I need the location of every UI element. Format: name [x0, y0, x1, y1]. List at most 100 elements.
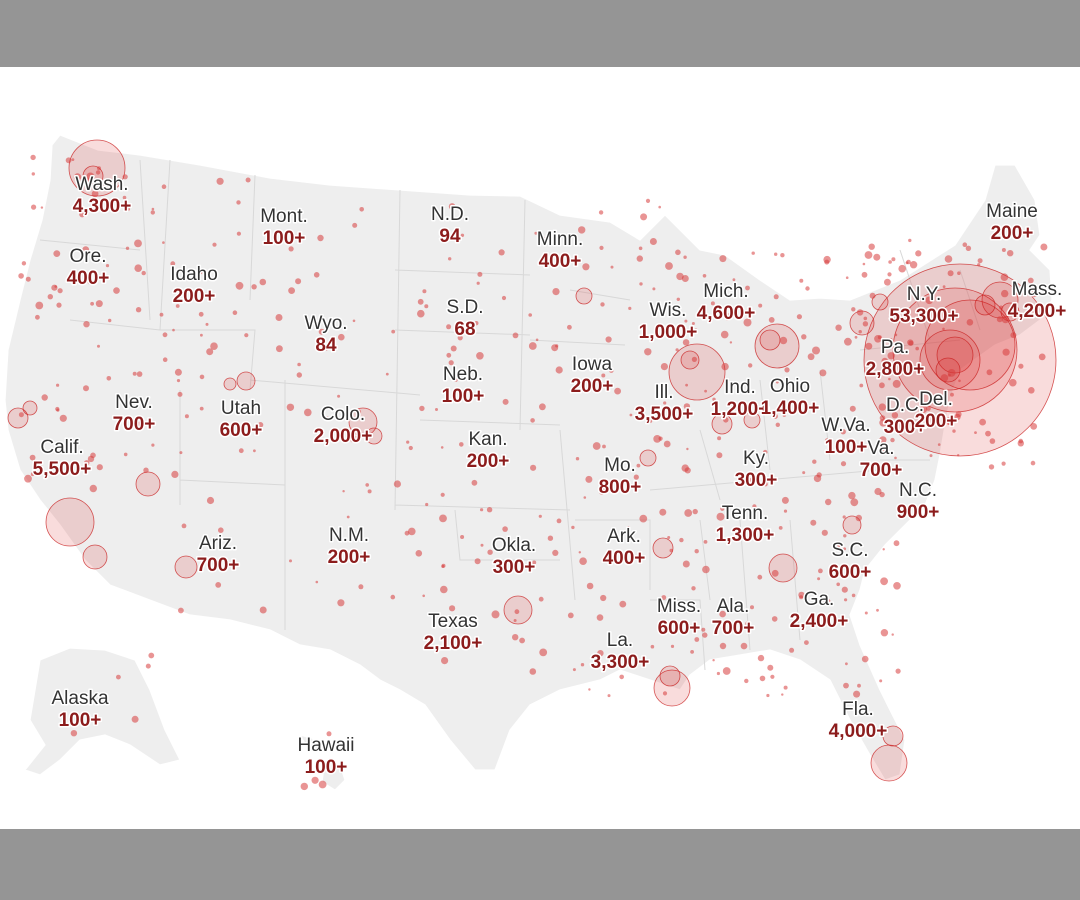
- state-name: Ariz.: [199, 533, 237, 554]
- county-dot: [210, 342, 218, 351]
- state-name: W.Va.: [821, 415, 870, 436]
- county-dot: [712, 397, 716, 401]
- county-dot: [723, 417, 729, 423]
- county-dot: [887, 272, 892, 277]
- county-dot: [768, 317, 775, 323]
- state-label-ill: Ill.3,500+: [633, 381, 695, 427]
- case-bubble: [680, 350, 700, 370]
- county-dot: [532, 560, 537, 565]
- county-dot: [979, 418, 986, 426]
- county-dot: [670, 644, 675, 649]
- county-dot: [667, 536, 671, 539]
- county-dot: [868, 243, 875, 250]
- county-dot: [31, 172, 35, 176]
- county-dot: [648, 419, 653, 423]
- county-dot: [665, 262, 673, 270]
- county-dot: [571, 525, 575, 530]
- county-dot: [415, 550, 423, 557]
- county-dot: [206, 496, 215, 505]
- county-dot: [884, 278, 891, 286]
- county-dot: [844, 337, 852, 346]
- state-label-mich: Mich.4,600+: [695, 280, 757, 326]
- state-label-ariz: Ariz.700+: [195, 532, 241, 578]
- county-dot: [54, 285, 57, 288]
- county-dot: [907, 339, 914, 346]
- county-dot: [720, 330, 729, 339]
- county-dot: [73, 173, 82, 181]
- case-count: 4,300+: [73, 196, 132, 217]
- state-name: Ky.: [743, 448, 769, 469]
- case-count: 300+: [884, 417, 927, 438]
- state-name: S.D.: [447, 297, 484, 318]
- county-dot: [844, 598, 848, 602]
- county-dot: [539, 403, 546, 411]
- county-dot: [600, 594, 607, 602]
- county-dot: [958, 379, 961, 383]
- county-dot: [136, 371, 143, 377]
- case-bubble: [174, 555, 198, 579]
- county-dot: [47, 294, 53, 300]
- county-dot: [337, 599, 345, 607]
- case-count: 200+: [467, 451, 510, 472]
- county-dot: [799, 595, 804, 600]
- county-dot: [639, 514, 648, 523]
- county-dot: [810, 519, 817, 526]
- county-dot: [528, 342, 537, 350]
- state-name: Maine: [986, 201, 1038, 222]
- county-dot: [840, 429, 846, 435]
- county-dot: [888, 338, 893, 342]
- county-dot: [937, 443, 941, 446]
- county-dot: [1002, 348, 1010, 356]
- county-dot: [82, 246, 90, 254]
- county-dot: [476, 281, 480, 285]
- state-label-w-va: W.Va.100+: [820, 414, 872, 460]
- state-name: Ala.: [717, 596, 750, 617]
- county-dot: [607, 694, 611, 698]
- county-dot: [556, 518, 562, 524]
- county-dot: [342, 490, 345, 493]
- state-label-kan: Kan.200+: [465, 428, 511, 474]
- case-bubble: [236, 371, 256, 391]
- county-dot: [425, 502, 429, 507]
- state-label-va: Va.700+: [858, 437, 904, 483]
- county-dot: [391, 329, 396, 334]
- county-dot: [684, 319, 688, 323]
- county-dot: [406, 440, 410, 444]
- county-dot: [986, 369, 993, 376]
- county-dot: [661, 595, 667, 600]
- county-dot: [675, 249, 681, 256]
- county-dot: [579, 557, 587, 565]
- state-name: Nev.: [115, 392, 153, 413]
- county-dot: [480, 508, 484, 512]
- county-dot: [855, 514, 862, 522]
- county-dot: [439, 514, 447, 523]
- county-dot: [863, 316, 868, 321]
- county-dot: [898, 264, 906, 273]
- county-dot: [957, 271, 961, 276]
- county-dot: [660, 363, 669, 371]
- county-dot: [682, 560, 690, 568]
- case-bubble: [82, 544, 108, 570]
- county-dot: [83, 385, 89, 392]
- state-name: Tenn.: [722, 503, 768, 524]
- county-dot: [710, 301, 715, 306]
- county-dot: [915, 346, 919, 351]
- county-dot: [861, 655, 869, 663]
- county-dot: [691, 586, 696, 591]
- county-dot: [535, 338, 539, 342]
- county-dot: [825, 498, 832, 506]
- county-dot: [719, 610, 726, 618]
- county-dot: [782, 413, 787, 417]
- case-count: 400+: [67, 268, 110, 289]
- state-label-nev: Nev.700+: [111, 391, 157, 437]
- county-dot: [53, 250, 61, 257]
- county-dot: [528, 313, 532, 317]
- county-dot: [716, 671, 721, 676]
- county-dot: [609, 368, 614, 373]
- alaska-land: [23, 647, 181, 776]
- county-dot: [1031, 306, 1039, 314]
- county-dot: [996, 316, 1003, 323]
- case-count: 4,000+: [829, 721, 888, 742]
